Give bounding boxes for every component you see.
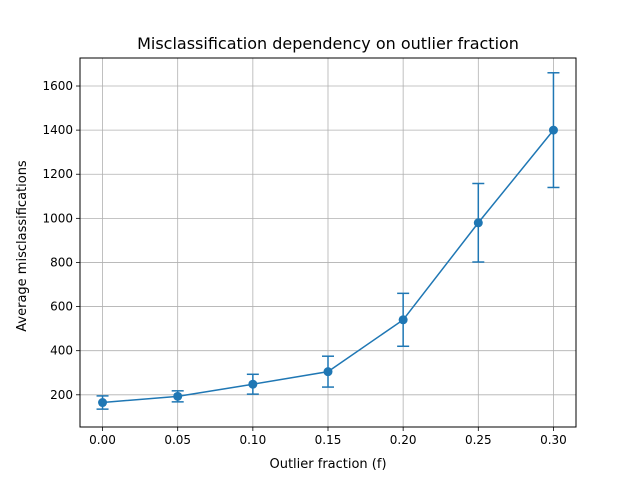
y-tick-label: 800 (50, 255, 73, 269)
y-axis-ticks: 200 400 600 800 1000 1200 1400 1600 (42, 79, 80, 402)
y-tick-label: 600 (50, 300, 73, 314)
y-tick-label: 1000 (42, 211, 73, 225)
x-tick-label: 0.15 (315, 433, 342, 447)
y-tick-label: 1600 (42, 79, 73, 93)
data-point (323, 367, 333, 377)
x-tick-label: 0.05 (164, 433, 191, 447)
x-tick-label: 0.30 (540, 433, 567, 447)
data-point (173, 391, 183, 401)
x-axis-ticks: 0.00 0.05 0.10 0.15 0.20 0.25 0.30 (89, 427, 567, 447)
plot-frame (79, 57, 577, 428)
y-tick-label: 1200 (42, 167, 73, 181)
x-tick-label: 0.00 (89, 433, 116, 447)
x-axis-label: Outlier fraction (f) (269, 457, 386, 472)
chart-title: Misclassification dependency on outlier … (137, 34, 519, 53)
y-axis-label: Average misclassifications (15, 160, 30, 332)
data-point (248, 379, 258, 389)
data-point (473, 218, 483, 228)
y-tick-label: 1400 (42, 123, 73, 137)
data-point (398, 315, 408, 325)
x-tick-label: 0.25 (465, 433, 492, 447)
y-tick-label: 400 (50, 344, 73, 358)
x-tick-label: 0.20 (390, 433, 417, 447)
y-tick-label: 200 (50, 388, 73, 402)
data-point (98, 398, 108, 408)
data-series (96, 72, 560, 410)
data-point (548, 125, 558, 135)
x-tick-label: 0.10 (239, 433, 266, 447)
